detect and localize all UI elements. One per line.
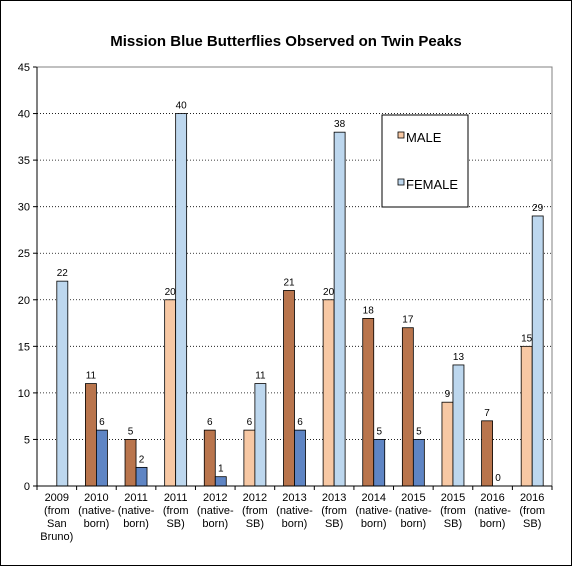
x-tick-label: 2013 (native-born) — [276, 492, 313, 530]
x-tick-label: 2014 (native-born) — [355, 492, 392, 530]
bar-male — [401, 327, 414, 487]
data-label-male: 21 — [283, 277, 295, 288]
y-tick-label: 45 — [18, 62, 30, 74]
data-label-male: 11 — [86, 371, 97, 382]
legend-label-male: MALE — [406, 130, 442, 145]
bar-female — [373, 439, 386, 487]
legend-swatch-female — [397, 178, 405, 186]
data-label-female: 6 — [99, 417, 105, 428]
bar-male — [481, 420, 493, 487]
bar-female — [333, 131, 346, 487]
data-label-female: 2 — [139, 454, 145, 465]
data-label-female: 5 — [416, 426, 422, 437]
data-label-male: 5 — [128, 426, 134, 437]
data-label-female: 29 — [532, 203, 544, 214]
chart-title: Mission Blue Butterflies Observed on Twi… — [110, 33, 462, 50]
bar-female — [412, 439, 425, 487]
data-label-female: 0 — [495, 473, 501, 484]
x-tick-label: 2010 (native-born) — [78, 492, 115, 530]
data-label-female: 1 — [218, 464, 224, 475]
bar-female — [175, 113, 188, 487]
legend-label-female: FEMALE — [406, 177, 458, 192]
data-label-male: 20 — [323, 287, 335, 298]
data-label-female: 40 — [176, 101, 188, 112]
bar-female — [96, 429, 108, 487]
data-label-male: 15 — [521, 333, 533, 344]
data-label-male: 17 — [402, 315, 414, 326]
bar-male — [520, 345, 533, 487]
data-label-male: 6 — [207, 417, 213, 428]
bars — [56, 113, 544, 487]
x-tick-label: 2016 (from SB) — [519, 492, 545, 530]
data-label-female: 13 — [453, 352, 465, 363]
data-label-male: 9 — [445, 389, 451, 400]
bar-female — [294, 429, 306, 487]
data-label-male: 20 — [165, 287, 177, 298]
x-tick-label: 2012 (native-born) — [197, 492, 234, 530]
y-tick-label: 15 — [18, 341, 30, 353]
bar-male — [164, 299, 177, 487]
y-tick-label: 35 — [18, 155, 30, 167]
data-label-female: 6 — [297, 417, 303, 428]
legend-swatch-male — [397, 131, 405, 139]
bar-male — [283, 290, 295, 487]
bar-male — [441, 401, 454, 487]
bar-male — [85, 383, 97, 487]
y-tick-label: 5 — [24, 434, 30, 446]
y-tick-label: 30 — [18, 202, 30, 214]
data-label-male: 6 — [247, 417, 253, 428]
y-tick-label: 0 — [24, 481, 30, 493]
bar-female — [56, 280, 69, 487]
data-label-female: 22 — [57, 268, 69, 279]
x-tick-label: 2016 (native-born) — [474, 492, 511, 530]
legend: MALE FEMALE — [381, 114, 469, 208]
x-tick-label: 2013 (from SB) — [321, 492, 347, 530]
bar-male — [362, 317, 375, 487]
bar-female — [254, 383, 267, 487]
x-tick-label: 2012 (from SB) — [242, 492, 268, 530]
data-label-female: 5 — [376, 426, 382, 437]
data-label-female: 11 — [255, 371, 266, 382]
data-label-male: 18 — [363, 305, 375, 316]
bar-male — [203, 429, 216, 487]
bar-male — [322, 299, 335, 487]
x-tick-label: 2011 (native-born) — [118, 492, 155, 530]
y-tick-label: 25 — [18, 248, 30, 260]
data-label-female: 38 — [334, 119, 346, 130]
bar-female — [214, 476, 227, 487]
y-tick-label: 20 — [18, 295, 30, 307]
x-tick-label: 2015 (native-born) — [395, 492, 432, 530]
bar-male — [243, 429, 256, 487]
x-tick-label: 2011 (from SB) — [163, 492, 189, 530]
legend-box — [381, 114, 469, 208]
bar-female — [135, 466, 148, 487]
x-tick-label: 2015 (from SB) — [440, 492, 466, 530]
x-tick-label: 2009 (from San Bruno) — [40, 492, 73, 543]
y-tick-label: 40 — [18, 109, 30, 121]
y-tick-label: 10 — [18, 388, 30, 400]
bar-male — [124, 439, 137, 487]
bar-female — [452, 364, 465, 487]
data-label-male: 7 — [484, 408, 490, 419]
bar-female — [531, 215, 544, 487]
